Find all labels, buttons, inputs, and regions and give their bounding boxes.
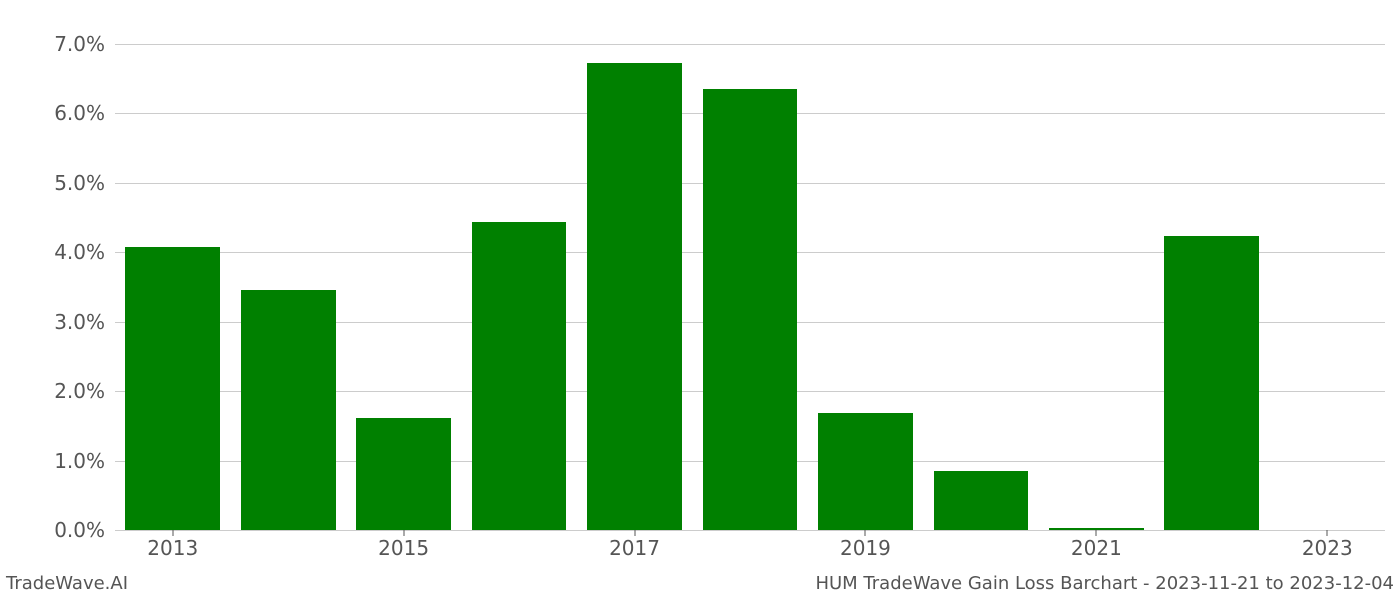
bar [356,418,451,531]
bar [934,471,1029,530]
footer-brand: TradeWave.AI [6,573,128,594]
footer-caption: HUM TradeWave Gain Loss Barchart - 2023-… [815,573,1394,594]
x-tick-label: 2015 [378,530,429,560]
x-tick-label: 2023 [1302,530,1353,560]
bar [587,63,682,530]
x-tick-label: 2019 [840,530,891,560]
x-tick-label: 2013 [147,530,198,560]
gridline [115,44,1385,45]
plot-area: 0.0%1.0%2.0%3.0%4.0%5.0%6.0%7.0%20132015… [115,30,1385,530]
bar [703,89,798,530]
y-tick-label: 4.0% [54,240,115,264]
gain-loss-barchart: 0.0% 1.0% 2.0% 3.0% 4.0% 5.0% 6.0% 7.0% 2013 2015… [0,0,1400,600]
bar [472,222,567,530]
x-tick-label: 2021 [1071,530,1122,560]
y-tick-label: 0.0% [54,518,115,542]
y-tick-label: 5.0% [54,171,115,195]
x-tick-label: 2017 [609,530,660,560]
bar [818,413,913,530]
y-tick-label: 7.0% [54,32,115,56]
y-tick-label: 6.0% [54,101,115,125]
bar [241,290,336,530]
y-tick-label: 3.0% [54,310,115,334]
bar [1164,236,1259,530]
y-tick-label: 2.0% [54,379,115,403]
gridline [115,530,1385,531]
bar [125,247,220,530]
y-tick-label: 1.0% [54,449,115,473]
